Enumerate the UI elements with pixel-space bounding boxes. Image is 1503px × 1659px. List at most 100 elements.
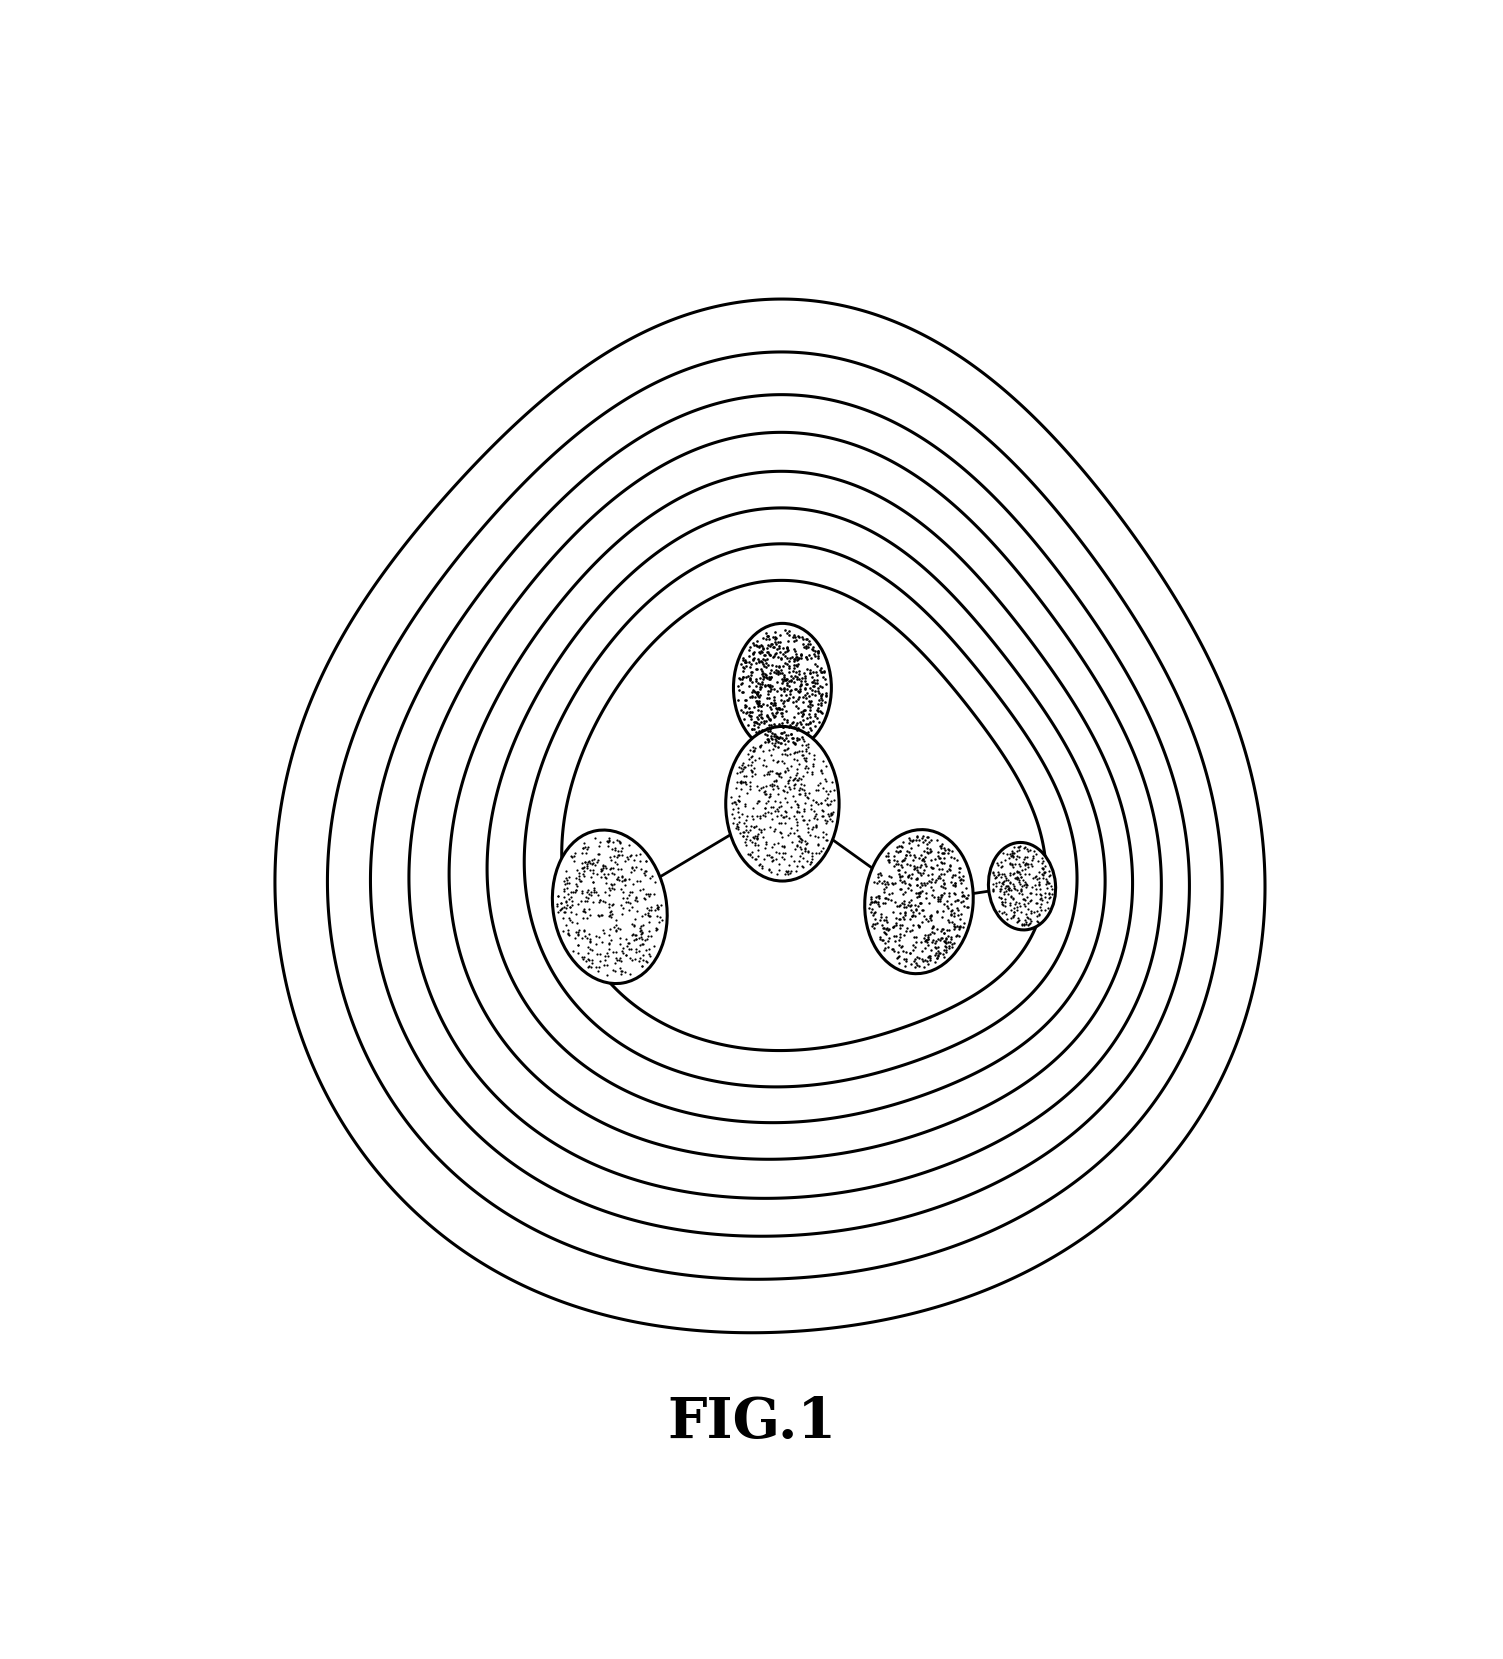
Point [630,931,654,957]
Point [1036,888,1060,914]
Point [809,672,833,698]
Point [756,712,780,738]
Point [998,874,1022,901]
Point [645,894,669,921]
Point [888,863,912,889]
Point [773,798,797,825]
Point [624,884,648,911]
Point [798,703,822,730]
Point [936,932,960,959]
Point [636,881,660,907]
Point [872,876,896,902]
Point [929,873,953,899]
Point [998,876,1022,902]
Point [873,916,897,942]
Point [768,635,792,662]
Point [765,697,789,723]
Point [927,863,951,889]
Point [556,921,580,947]
Point [726,768,750,795]
Point [565,919,589,946]
Point [634,949,658,975]
Point [759,742,783,768]
Point [1031,854,1055,881]
Point [630,952,654,979]
Point [748,820,773,846]
Point [753,660,777,687]
Point [750,705,774,732]
Point [773,642,797,669]
Point [764,692,788,718]
Point [758,715,782,742]
Point [753,803,777,830]
Point [750,853,774,879]
Point [615,844,639,871]
Point [764,788,788,815]
Point [773,805,797,831]
Point [935,922,959,949]
Point [577,848,601,874]
Point [1007,844,1031,871]
Point [939,924,963,951]
Point [981,861,1006,888]
Point [794,662,818,688]
Point [897,861,921,888]
Point [777,757,801,783]
Point [616,846,640,873]
Point [995,841,1019,868]
Point [579,926,603,952]
Point [628,921,652,947]
Point [866,883,890,909]
Point [797,718,821,745]
Point [562,926,586,952]
Point [906,893,930,919]
Point [739,679,764,705]
Point [565,873,589,899]
Point [809,690,833,717]
Point [742,755,767,781]
Point [745,703,770,730]
Point [604,907,628,934]
Point [915,834,939,861]
Point [628,868,652,894]
Point [609,961,633,987]
Point [933,927,957,954]
Point [759,664,783,690]
Point [764,690,788,717]
Point [797,780,821,806]
Point [1024,889,1048,916]
Point [995,873,1019,899]
Point [914,927,938,954]
Point [770,844,794,871]
Point [576,851,600,878]
Point [1027,909,1051,936]
Point [776,708,800,735]
Point [876,839,900,866]
Point [752,635,776,662]
Point [1015,873,1039,899]
Point [803,703,827,730]
Ellipse shape [726,727,839,881]
Point [742,677,767,703]
Point [762,703,786,730]
Point [759,795,783,821]
Point [893,952,917,979]
Point [1012,911,1036,937]
Point [756,856,780,883]
Point [730,654,755,680]
Point [618,961,642,987]
Point [891,946,915,972]
Point [594,864,618,891]
Point [770,725,794,752]
Point [782,645,806,672]
Point [573,888,597,914]
Point [998,884,1022,911]
Point [570,944,594,971]
Point [936,929,960,956]
Point [576,878,600,904]
Point [819,768,843,795]
Point [1012,873,1036,899]
Point [917,830,941,856]
Point [1015,884,1039,911]
Point [903,896,927,922]
